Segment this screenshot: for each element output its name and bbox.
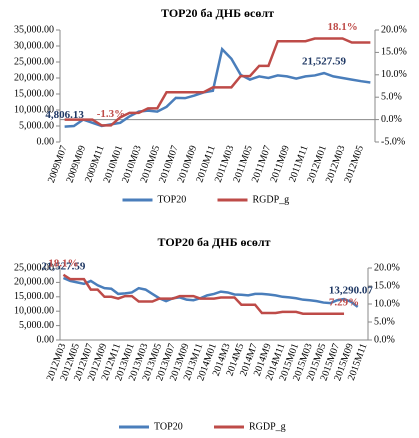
chart: TOP20 ба ДНБ өсөлт 0.00 5,000.00 10,000.00 1… xyxy=(14,6,407,206)
series-line xyxy=(64,37,371,127)
y2-tick-label: 15.0% xyxy=(381,47,407,58)
chart-title: TOP20 ба ДНБ өсөлт xyxy=(158,235,271,249)
data-label: 18.1% xyxy=(48,257,78,269)
y2-tick-label: -5.0% xyxy=(381,136,405,147)
data-label: 21,527.59 xyxy=(302,56,347,68)
data-label: 13,290.07 xyxy=(329,284,374,296)
series-line xyxy=(64,46,371,128)
y-tick-label: 30,000.00 xyxy=(14,40,54,51)
data-label: 18.1% xyxy=(327,21,357,33)
y2-tick-label: 15.0% xyxy=(374,280,400,291)
data-label: 21,527.59 xyxy=(41,261,86,273)
y-tick-label: 0.00 xyxy=(37,136,55,147)
data-label: 4,806.13 xyxy=(45,109,84,121)
legend-label: TOP20 xyxy=(158,194,187,205)
y-tick-label: 20,000.00 xyxy=(14,277,54,288)
y2-tick-label: 10.0% xyxy=(374,298,400,309)
y2-tick-label: 0.0% xyxy=(381,114,402,125)
y2-tick-label: 20.0% xyxy=(374,262,400,273)
y2-tick-label: 5.0% xyxy=(374,316,395,327)
chart: TOP20 ба ДНБ өсөлт 0.00 5,000.00 10,000.00 1… xyxy=(14,235,400,433)
chart-title: TOP20 ба ДНБ өсөлт xyxy=(161,6,274,20)
y-tick-label: 25,000.00 xyxy=(14,262,54,273)
data-label: -1.3% xyxy=(97,108,125,120)
y-tick-label: 35,000.00 xyxy=(14,24,54,35)
y2-tick-label: 5.0% xyxy=(381,91,402,102)
legend-label: RGDP_g xyxy=(249,421,286,432)
legend-label: RGDP_g xyxy=(253,194,290,205)
y-tick-label: 10,000.00 xyxy=(14,104,54,115)
y-tick-label: 25,000.00 xyxy=(14,56,54,67)
y-tick-label: 10,000.00 xyxy=(14,305,54,316)
series-line xyxy=(62,273,345,316)
y-tick-label: 15,000.00 xyxy=(14,88,54,99)
series-line xyxy=(62,276,359,308)
y2-tick-label: 20.0% xyxy=(381,24,407,35)
data-label: 7.29% xyxy=(329,296,359,308)
y2-tick-label: 0.0% xyxy=(374,334,395,345)
y-tick-label: 0.00 xyxy=(37,334,55,345)
y-tick-label: 5,000.00 xyxy=(19,120,54,131)
y-tick-label: 15,000.00 xyxy=(14,291,54,302)
legend-label: TOP20 xyxy=(154,421,183,432)
y-tick-label: 5,000.00 xyxy=(19,320,54,331)
y2-tick-label: 10.0% xyxy=(381,69,407,80)
y-tick-label: 20,000.00 xyxy=(14,72,54,83)
